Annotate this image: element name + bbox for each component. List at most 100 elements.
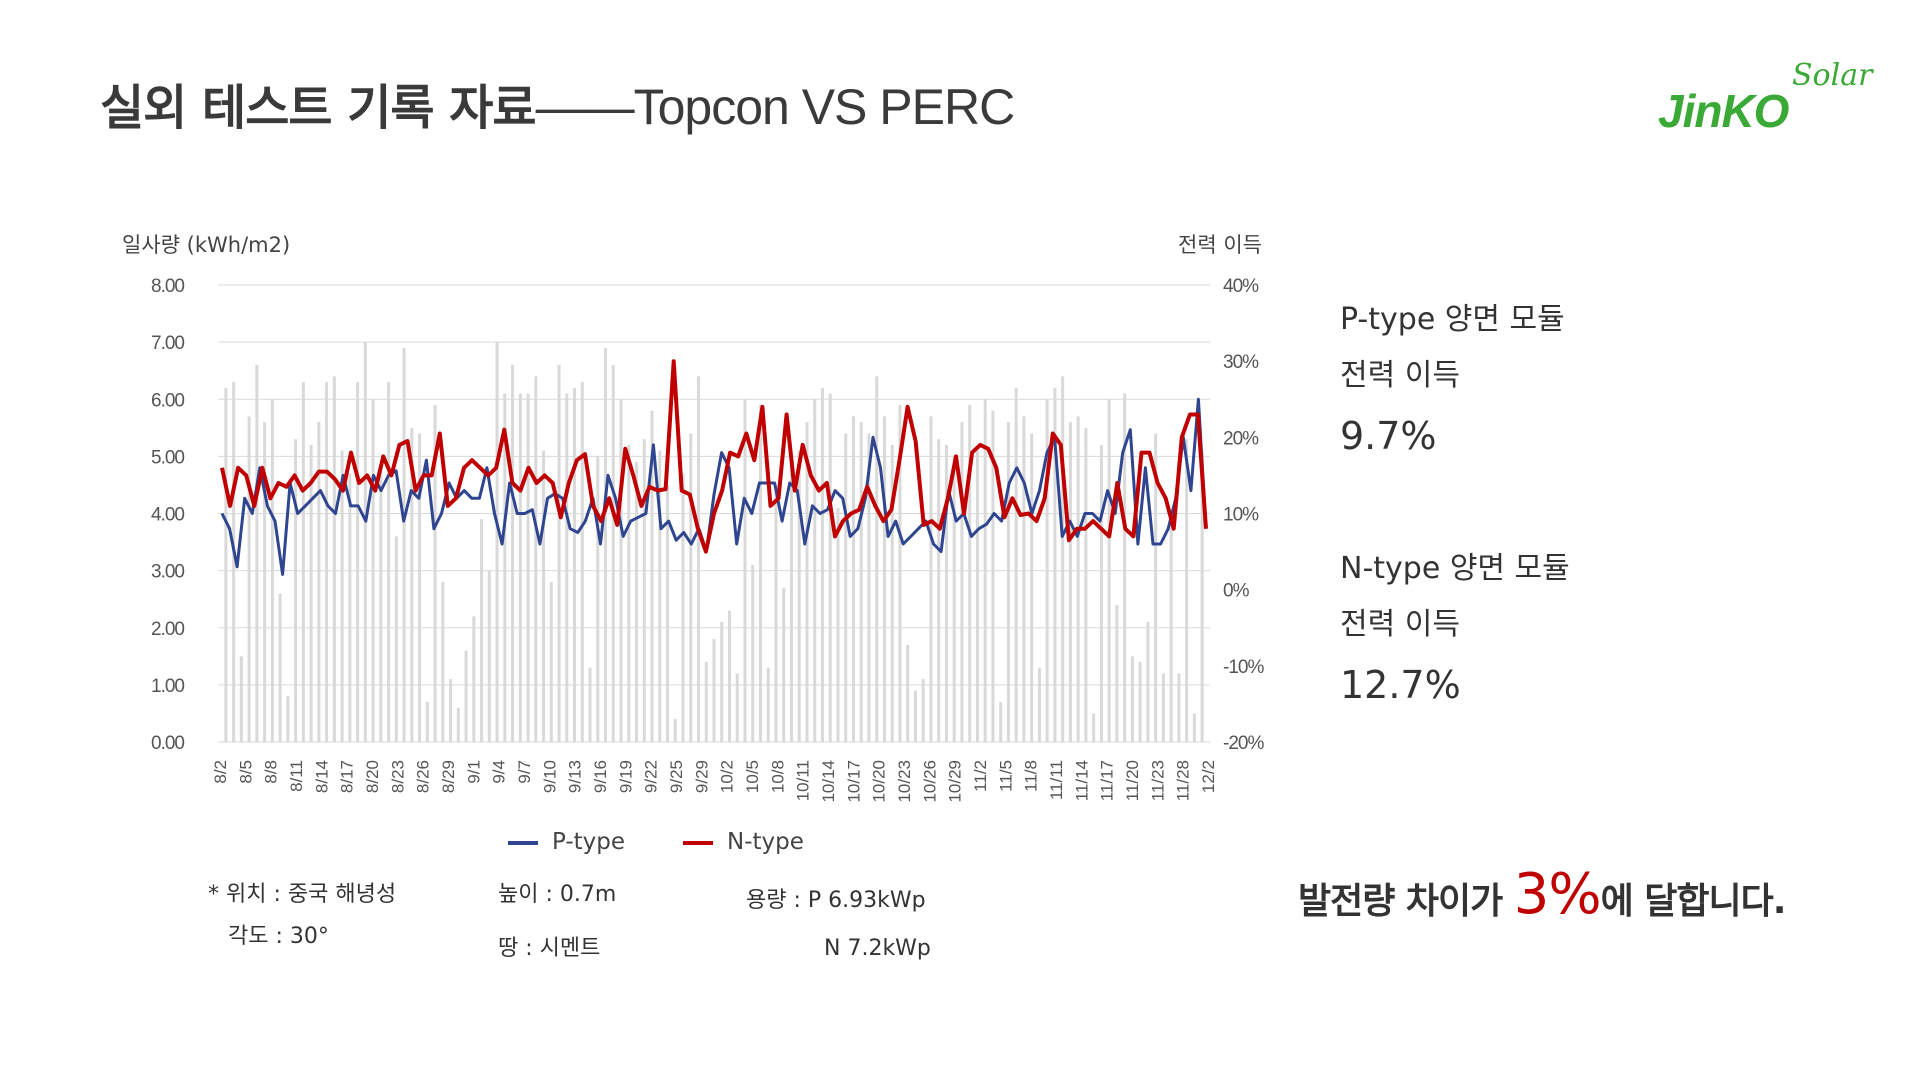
irradiance-bar xyxy=(278,593,282,742)
x-tick-label: 8/11 xyxy=(287,760,306,792)
irradiance-bar xyxy=(712,639,716,742)
note-angle: 각도 : 30° xyxy=(228,924,329,949)
irradiance-bar xyxy=(449,679,453,742)
irradiance-bar xyxy=(1130,656,1134,742)
x-tick-label: 10/2 xyxy=(718,760,737,793)
legend-n-type: N-type xyxy=(683,829,804,855)
n-type-summary: N-type 양면 모듈 전력 이득 12.7% xyxy=(1340,554,1570,705)
x-tick-label: 11/23 xyxy=(1148,760,1167,801)
irradiance-bar xyxy=(867,433,871,742)
x-tick-label: 11/11 xyxy=(1047,760,1066,800)
irradiance-bar xyxy=(511,364,515,742)
x-tick-label: 8/26 xyxy=(414,760,433,793)
x-tick-label: 8/17 xyxy=(338,760,357,793)
conclusion-before: 발전량 차이가 xyxy=(1298,881,1514,922)
title-dash: —— xyxy=(535,79,635,135)
left-axis-title: 일사량 (kWh/m2) xyxy=(122,233,290,257)
irradiance-bar xyxy=(433,404,437,742)
right-tick-label: 30% xyxy=(1223,352,1259,373)
irradiance-bar xyxy=(635,462,639,742)
irradiance-bar xyxy=(456,707,460,742)
irradiance-bar xyxy=(371,399,375,742)
x-tick-label: 11/2 xyxy=(971,760,990,792)
irradiance-bar xyxy=(224,387,228,742)
irradiance-bar xyxy=(441,582,445,742)
irradiance-bar xyxy=(1037,667,1041,742)
irradiance-bar xyxy=(534,376,538,742)
conclusion-text: 발전량 차이가 3%에 달합니다. xyxy=(1298,862,1786,927)
irradiance-bar xyxy=(317,422,321,742)
x-tick-label: 9/16 xyxy=(591,760,610,793)
irradiance-bar xyxy=(689,433,693,742)
irradiance-bar xyxy=(294,439,298,742)
irradiance-bar xyxy=(495,342,499,742)
irradiance-bar xyxy=(673,719,677,742)
x-tick-label: 9/1 xyxy=(464,760,483,784)
irradiance-bar xyxy=(642,439,646,742)
irradiance-bar xyxy=(999,702,1003,742)
irradiance-bar xyxy=(325,382,329,742)
irradiance-bar xyxy=(758,404,762,742)
irradiance-bar xyxy=(503,393,507,742)
irradiance-bar xyxy=(1169,524,1173,742)
irradiance-bar xyxy=(898,404,902,742)
irradiance-bar xyxy=(960,422,964,742)
irradiance-bar xyxy=(1045,399,1049,742)
irradiance-bar xyxy=(937,439,941,742)
x-tick-label: 10/23 xyxy=(895,760,914,803)
irradiance-bar xyxy=(828,393,832,742)
legend-p-swatch xyxy=(508,840,538,845)
x-tick-label: 10/8 xyxy=(768,760,787,793)
conclusion-highlight: 3% xyxy=(1513,862,1602,927)
irradiance-bar xyxy=(782,587,786,742)
irradiance-bar xyxy=(402,347,406,742)
irradiance-bar xyxy=(356,382,360,742)
irradiance-bar xyxy=(906,644,910,742)
irradiance-bar xyxy=(735,673,739,742)
irradiance-bar xyxy=(340,450,344,742)
title-korean: 실외 테스트 기록 자료 xyxy=(100,80,537,136)
irradiance-bar xyxy=(410,427,414,742)
x-tick-label: 8/20 xyxy=(363,760,382,793)
x-tick-label: 12/2 xyxy=(1199,760,1218,793)
irradiance-bar xyxy=(549,582,553,742)
irradiance-bar xyxy=(1061,376,1065,742)
n-type-line xyxy=(220,359,1208,554)
irradiance-bar xyxy=(464,650,468,742)
irradiance-bar xyxy=(557,364,561,742)
left-tick-label: 3.00 xyxy=(151,562,184,583)
irradiance-bar xyxy=(1107,399,1111,742)
jinko-solar-logo: JinKO Solar xyxy=(1650,58,1880,138)
irradiance-bar xyxy=(836,507,840,742)
irradiance-bar xyxy=(363,342,367,742)
p-type-summary: P-type 양면 모듈 전력 이득 9.7% xyxy=(1340,302,1565,456)
x-tick-label: 9/10 xyxy=(540,760,559,793)
x-tick-label: 9/29 xyxy=(692,760,711,793)
x-tick-label: 8/23 xyxy=(388,760,407,793)
irradiance-bar xyxy=(944,444,948,742)
n-type-gain-label: 전력 이득 xyxy=(1340,607,1460,642)
x-tick-label: 10/20 xyxy=(870,760,889,803)
irradiance-bar xyxy=(1022,416,1026,742)
title-english: Topcon VS PERC xyxy=(633,79,1016,135)
irradiance-bar xyxy=(1053,387,1057,742)
irradiance-bar xyxy=(743,399,747,742)
irradiance-bar xyxy=(1161,673,1165,742)
irradiance-bar xyxy=(1123,393,1127,742)
p-type-label: P-type 양면 모듈 xyxy=(1340,302,1565,337)
note-capacity-p: 용량 : P 6.93kWp xyxy=(746,888,926,913)
irradiance-bar xyxy=(542,450,546,742)
irradiance-bar xyxy=(1138,662,1142,742)
irradiance-bar xyxy=(379,467,383,742)
irradiance-bar xyxy=(968,404,972,742)
left-tick-label: 2.00 xyxy=(151,619,184,640)
irradiance-bar xyxy=(309,444,313,742)
irradiance-power-gain-chart: 8.00 7.00 6.00 5.00 4.00 3.00 2.00 1.00 0.00 40% 3… xyxy=(122,233,1265,803)
irradiance-bar xyxy=(921,679,925,742)
irradiance-bar xyxy=(255,364,259,742)
irradiance-bar xyxy=(232,382,236,742)
right-tick-label: 0% xyxy=(1223,581,1250,602)
p-type-gain-label: 전력 이득 xyxy=(1340,358,1460,393)
irradiance-bar xyxy=(1200,450,1204,742)
irradiance-bar xyxy=(851,416,855,742)
